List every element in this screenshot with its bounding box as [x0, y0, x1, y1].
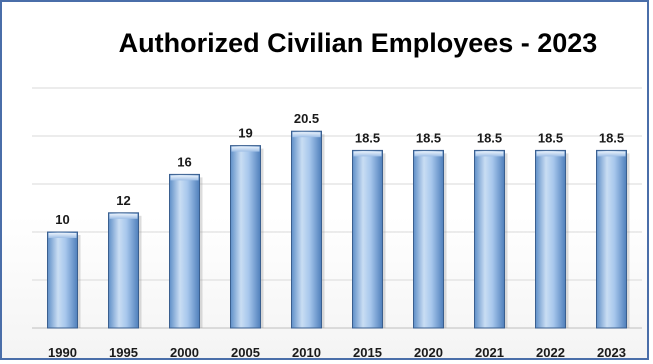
data-label: 19 [238, 126, 252, 141]
x-tick-label: 2010 [292, 345, 321, 360]
data-label: 16 [177, 154, 191, 169]
bar-cap [292, 132, 321, 138]
bar-1995 [108, 212, 139, 329]
data-label: 18.5 [355, 130, 380, 145]
bar-2020 [413, 149, 444, 329]
bar-2022 [535, 149, 566, 329]
bar-cap [353, 151, 382, 157]
x-tick-label: 2022 [536, 345, 565, 360]
bar-cap [170, 175, 199, 181]
data-label: 10 [55, 212, 69, 227]
bar-2000 [169, 173, 200, 329]
bar-1990 [47, 231, 78, 329]
x-axis-ticks: 1990 1995 2000 2005 2010 2015 2020 2021 2022 2023 [48, 345, 626, 360]
x-tick-label: 2021 [475, 345, 504, 360]
bar-2010 [291, 130, 322, 329]
x-tick-label: 2015 [353, 345, 382, 360]
bar-2023 [596, 149, 627, 329]
x-tick-label: 2020 [414, 345, 443, 360]
x-tick-label: 2005 [231, 345, 260, 360]
bar-cap [597, 151, 626, 157]
value-labels: 10 12 16 19 20.5 18.5 18.5 18.5 18.5 18.5 [55, 111, 624, 227]
bar-cap [109, 213, 138, 219]
x-tick-label: 2000 [170, 345, 199, 360]
bar-cap [48, 233, 77, 238]
data-label: 18.5 [477, 130, 502, 145]
bars [47, 130, 630, 329]
data-label: 18.5 [416, 130, 441, 145]
bar-2021 [474, 149, 505, 329]
x-tick-label: 1990 [48, 345, 77, 360]
chart-title: Authorized Civilian Employees - 2023 [119, 28, 598, 58]
data-label: 20.5 [294, 111, 319, 126]
bar-cap [414, 151, 443, 157]
data-label: 18.5 [538, 130, 563, 145]
bar-2005 [230, 145, 261, 329]
x-tick-label: 1995 [109, 345, 138, 360]
bar-cap [231, 146, 260, 152]
data-label: 18.5 [599, 130, 624, 145]
x-tick-label: 2023 [597, 345, 626, 360]
bar-cap [536, 151, 565, 157]
data-label: 12 [116, 193, 130, 208]
bar-cap [475, 151, 504, 157]
bar-2015 [352, 149, 383, 329]
